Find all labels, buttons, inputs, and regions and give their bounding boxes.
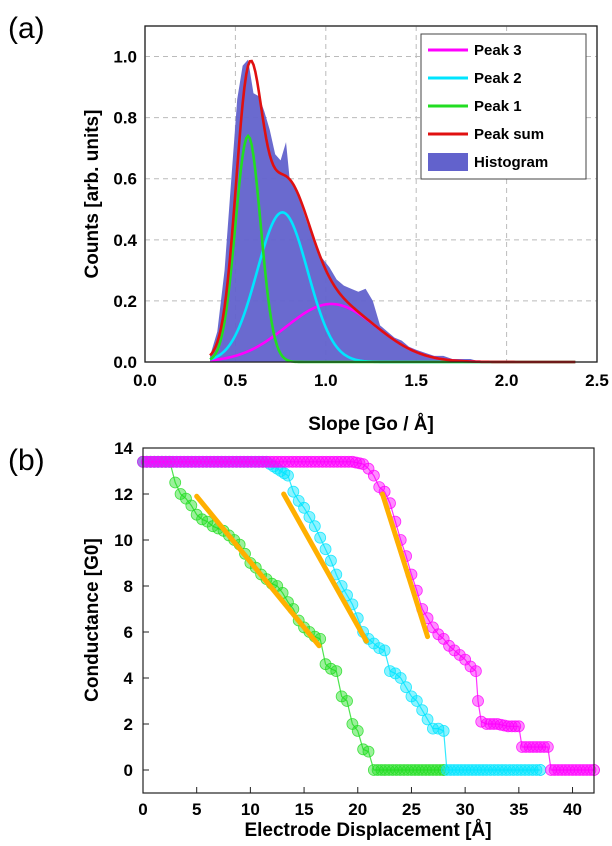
x-tick-label-b: 0 bbox=[138, 800, 147, 819]
x-tick-label-b: 35 bbox=[509, 800, 528, 819]
data-point bbox=[538, 741, 550, 753]
data-point bbox=[351, 725, 364, 737]
data-point bbox=[367, 469, 380, 482]
y-tick-label-b: 12 bbox=[114, 485, 133, 504]
data-point bbox=[512, 720, 525, 733]
x-tick-label-b: 25 bbox=[402, 800, 421, 819]
legend-label-histogram: Histogram bbox=[474, 154, 548, 171]
y-axis-title-b: Conductance [G0] bbox=[82, 538, 103, 702]
trace-line bbox=[143, 461, 594, 771]
y-tick-label-b: 2 bbox=[124, 715, 133, 734]
y-axis-title-a: Counts [arb. units] bbox=[82, 110, 103, 279]
x-ticks-a: 0.0 0.5 1.0 1.5 2.0 2.5 bbox=[133, 371, 609, 390]
data-point bbox=[330, 665, 343, 677]
y-tick-label-b: 8 bbox=[124, 577, 133, 596]
data-point bbox=[437, 725, 450, 737]
panel-a-label: (a) bbox=[8, 12, 45, 45]
x-tick-label-b: 30 bbox=[456, 800, 475, 819]
legend-swatch-histogram bbox=[428, 153, 468, 171]
legend-label-peak-3: Peak 3 bbox=[474, 42, 522, 59]
data-point bbox=[410, 695, 423, 707]
y-tick-label-a: 1.0 bbox=[113, 48, 137, 67]
fit-line-1 bbox=[194, 493, 322, 649]
fit-line-3 bbox=[379, 491, 431, 640]
legend-label-peak-2: Peak 2 bbox=[474, 70, 522, 87]
data-point bbox=[287, 485, 300, 498]
legend-label-peak-1: Peak 1 bbox=[474, 98, 522, 115]
conductance-traces bbox=[137, 455, 600, 776]
x-axis-title-a: Slope [Go / Å] bbox=[308, 414, 434, 435]
y-tick-label-b: 4 bbox=[124, 669, 134, 688]
data-point bbox=[308, 520, 321, 533]
slope-histogram-chart: 0.0 0.5 1.0 1.5 2.0 2.5 0.0 0.2 0.4 0.6 0.8 1.0 Sl… bbox=[82, 25, 609, 435]
x-tick-label-a: 1.0 bbox=[314, 371, 338, 390]
x-tick-label-a: 2.5 bbox=[585, 371, 609, 390]
x-tick-label-b: 10 bbox=[241, 800, 260, 819]
data-point bbox=[584, 764, 597, 776]
data-point bbox=[341, 695, 353, 707]
x-tick-label-b: 20 bbox=[348, 800, 367, 819]
plot-area-b bbox=[143, 448, 594, 793]
fit-lines bbox=[194, 491, 431, 649]
data-point bbox=[303, 511, 316, 523]
y-tick-label-a: 0.8 bbox=[113, 109, 137, 128]
x-tick-label-a: 2.0 bbox=[495, 371, 519, 390]
data-point bbox=[472, 695, 484, 707]
data-point bbox=[534, 764, 547, 776]
x-tick-label-a: 0.5 bbox=[224, 371, 248, 390]
fit-line-2 bbox=[281, 491, 369, 644]
data-point bbox=[314, 531, 327, 544]
x-tick-label-b: 5 bbox=[192, 800, 201, 819]
data-point bbox=[319, 543, 332, 556]
y-ticks-a: 0.0 0.2 0.4 0.6 0.8 1.0 bbox=[113, 48, 137, 372]
data-point bbox=[421, 713, 434, 726]
y-ticks-b: 0 2 4 6 8 10 12 14 bbox=[114, 439, 149, 780]
x-tick-label-b: 15 bbox=[295, 800, 314, 819]
x-tick-label-a: 1.5 bbox=[404, 371, 428, 390]
data-point bbox=[353, 457, 366, 470]
data-point bbox=[362, 745, 375, 758]
y-tick-label-a: 0.2 bbox=[113, 292, 137, 311]
plot-frame-b bbox=[142, 447, 595, 794]
x-ticks-b: 0 5 10 15 20 25 30 35 40 bbox=[138, 787, 582, 819]
legend-label-peak-sum: Peak sum bbox=[474, 126, 544, 143]
y-tick-label-a: 0.4 bbox=[113, 231, 137, 250]
y-tick-label-b: 6 bbox=[124, 623, 133, 642]
data-point bbox=[298, 501, 310, 514]
data-point bbox=[350, 456, 362, 469]
y-tick-label-b: 14 bbox=[114, 439, 133, 458]
data-point bbox=[400, 681, 412, 694]
x-tick-label-b: 40 bbox=[563, 800, 582, 819]
data-point bbox=[282, 469, 294, 482]
data-point bbox=[169, 476, 182, 489]
data-point bbox=[469, 665, 482, 677]
data-point bbox=[541, 741, 554, 753]
y-tick-label-a: 0.6 bbox=[113, 170, 137, 189]
data-point bbox=[530, 764, 543, 776]
y-tick-label-a: 0.0 bbox=[113, 353, 137, 372]
data-point bbox=[378, 644, 391, 657]
data-point bbox=[325, 554, 337, 567]
y-tick-label-b: 0 bbox=[124, 761, 133, 780]
data-point bbox=[185, 499, 198, 512]
data-point bbox=[416, 704, 429, 717]
x-axis-title-b: Electrode Displacement [Å] bbox=[244, 820, 491, 841]
x-tick-label-a: 0.0 bbox=[133, 371, 157, 390]
trace-3 bbox=[137, 455, 600, 776]
plot-frame-a bbox=[144, 25, 598, 363]
legend-a: Peak 3 Peak 2 Peak 1 Peak sum Histogram bbox=[420, 33, 587, 180]
data-point bbox=[394, 672, 407, 684]
histogram-area bbox=[210, 59, 482, 362]
data-point bbox=[509, 720, 522, 733]
conductance-traces-chart: 0 5 10 15 20 25 30 35 40 0 2 4 6 8 10 12 14 Electrode D… bbox=[82, 439, 600, 841]
panel-b-label: (b) bbox=[8, 444, 45, 477]
data-point bbox=[434, 764, 446, 776]
y-tick-label-b: 10 bbox=[114, 531, 133, 550]
